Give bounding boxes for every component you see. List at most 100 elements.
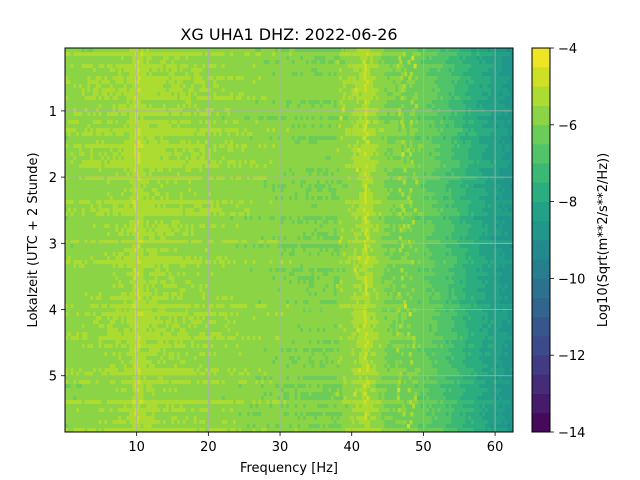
heatmap-cell — [437, 144, 441, 149]
heatmap-cell — [249, 84, 253, 89]
heatmap-cell — [325, 128, 329, 133]
heatmap-cell — [207, 56, 211, 61]
heatmap-cell — [454, 112, 458, 117]
heatmap-cell — [297, 72, 301, 77]
heatmap-cell — [496, 88, 500, 93]
heatmap-cell — [314, 156, 318, 161]
heatmap-cell — [325, 116, 329, 121]
heatmap-cell — [339, 156, 343, 161]
heatmap-cell — [140, 104, 144, 109]
heatmap-cell — [118, 76, 122, 81]
heatmap-cell — [115, 92, 119, 97]
heatmap-cell — [263, 64, 267, 69]
heatmap-cell — [179, 156, 183, 161]
heatmap-cell — [305, 88, 309, 93]
heatmap-cell — [378, 96, 382, 101]
heatmap-cell — [339, 124, 343, 129]
heatmap-cell — [81, 172, 85, 177]
heatmap-cell — [434, 164, 438, 169]
heatmap-cell — [319, 168, 323, 173]
heatmap-cell — [370, 152, 374, 157]
heatmap-cell — [266, 152, 270, 157]
heatmap-cell — [294, 56, 298, 61]
heatmap-cell — [93, 116, 97, 121]
heatmap-cell — [196, 136, 200, 141]
heatmap-cell — [367, 72, 371, 77]
heatmap-cell — [179, 96, 183, 101]
heatmap-cell — [401, 72, 405, 77]
heatmap-cell — [202, 120, 206, 125]
heatmap-cell — [476, 160, 480, 165]
heatmap-cell — [104, 112, 108, 117]
heatmap-cell — [328, 48, 332, 53]
heatmap-cell — [207, 72, 211, 77]
heatmap-cell — [107, 136, 111, 141]
heatmap-cell — [353, 72, 357, 77]
heatmap-cell — [109, 164, 113, 169]
heatmap-cell — [392, 76, 396, 81]
heatmap-cell — [289, 156, 293, 161]
heatmap-cell — [207, 168, 211, 173]
heatmap-cell — [319, 100, 323, 105]
heatmap-cell — [462, 92, 466, 97]
heatmap-cell — [328, 160, 332, 165]
heatmap-cell — [213, 68, 217, 73]
heatmap-cell — [171, 84, 175, 89]
heatmap-cell — [490, 96, 494, 101]
heatmap-cell — [249, 112, 253, 117]
heatmap-cell — [255, 120, 259, 125]
heatmap-cell — [191, 72, 195, 77]
heatmap-cell — [443, 96, 447, 101]
heatmap-cell — [123, 104, 127, 109]
heatmap-cell — [465, 76, 469, 81]
heatmap-cell — [429, 48, 433, 53]
heatmap-cell — [289, 160, 293, 165]
heatmap-cell — [303, 168, 307, 173]
heatmap-cell — [325, 68, 329, 73]
heatmap-cell — [317, 56, 321, 61]
heatmap-cell — [115, 76, 119, 81]
heatmap-cell — [451, 124, 455, 129]
heatmap-cell — [205, 128, 209, 133]
heatmap-cell — [370, 84, 374, 89]
heatmap-cell — [81, 156, 85, 161]
heatmap-cell — [283, 84, 287, 89]
heatmap-cell — [412, 152, 416, 157]
heatmap-cell — [415, 80, 419, 85]
heatmap-cell — [359, 60, 363, 65]
heatmap-cell — [216, 124, 220, 129]
heatmap-cell — [104, 156, 108, 161]
heatmap-cell — [244, 48, 248, 53]
heatmap-cell — [420, 116, 424, 121]
heatmap-cell — [143, 60, 147, 65]
heatmap-cell — [275, 144, 279, 149]
heatmap-cell — [238, 92, 242, 97]
heatmap-cell — [457, 112, 461, 117]
heatmap-cell — [451, 128, 455, 133]
heatmap-cell — [275, 60, 279, 65]
heatmap-cell — [504, 116, 508, 121]
heatmap-cell — [165, 72, 169, 77]
heatmap-cell — [398, 76, 402, 81]
heatmap-cell — [406, 108, 410, 113]
heatmap-cell — [241, 148, 245, 153]
heatmap-cell — [499, 140, 503, 145]
heatmap-cell — [121, 68, 125, 73]
heatmap-cell — [143, 148, 147, 153]
heatmap-cell — [317, 120, 321, 125]
heatmap-cell — [165, 92, 169, 97]
heatmap-cell — [174, 96, 178, 101]
heatmap-cell — [361, 96, 365, 101]
heatmap-cell — [448, 56, 452, 61]
heatmap-cell — [171, 168, 175, 173]
heatmap-cell — [98, 124, 102, 129]
heatmap-cell — [196, 148, 200, 153]
heatmap-cell — [255, 136, 259, 141]
heatmap-cell — [157, 92, 161, 97]
heatmap-cell — [482, 116, 486, 121]
heatmap-cell — [185, 112, 189, 117]
heatmap-cell — [406, 140, 410, 145]
heatmap-cell — [143, 52, 147, 57]
heatmap-cell — [485, 100, 489, 105]
heatmap-cell — [210, 152, 214, 157]
